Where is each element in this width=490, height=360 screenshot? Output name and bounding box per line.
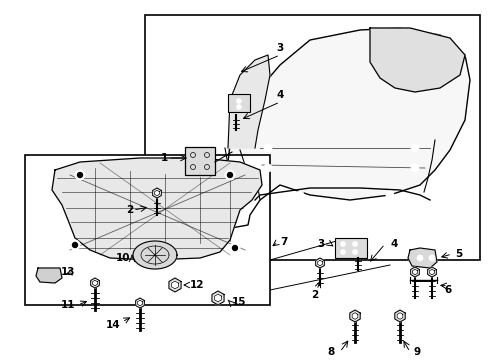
Bar — [228, 94, 250, 112]
Text: 12: 12 — [190, 280, 204, 290]
Circle shape — [225, 170, 235, 180]
Circle shape — [264, 164, 272, 172]
Circle shape — [429, 255, 435, 261]
Text: 7: 7 — [280, 237, 287, 247]
Circle shape — [70, 240, 80, 250]
Text: 2: 2 — [126, 205, 133, 215]
Circle shape — [397, 313, 403, 319]
Circle shape — [386, 191, 394, 199]
Polygon shape — [36, 268, 62, 283]
Circle shape — [429, 269, 435, 275]
Circle shape — [232, 246, 238, 251]
Text: 11: 11 — [60, 300, 75, 310]
Bar — [25, 155, 270, 305]
Circle shape — [92, 280, 98, 286]
Polygon shape — [228, 55, 270, 148]
Text: 9: 9 — [413, 347, 420, 357]
Bar — [145, 15, 480, 260]
Text: 8: 8 — [328, 347, 335, 357]
Polygon shape — [169, 278, 181, 292]
Text: 2: 2 — [311, 290, 318, 300]
Circle shape — [154, 190, 160, 196]
Polygon shape — [411, 267, 419, 277]
Circle shape — [214, 294, 222, 302]
Text: 15: 15 — [232, 297, 246, 307]
Polygon shape — [350, 310, 360, 322]
Bar — [185, 147, 215, 175]
Polygon shape — [316, 258, 324, 268]
Circle shape — [296, 191, 304, 199]
Circle shape — [237, 104, 242, 109]
Text: 6: 6 — [444, 285, 452, 295]
Polygon shape — [395, 310, 405, 322]
Circle shape — [227, 172, 232, 177]
Circle shape — [411, 144, 419, 152]
Polygon shape — [220, 28, 470, 230]
Circle shape — [237, 99, 242, 104]
Circle shape — [77, 172, 82, 177]
Circle shape — [412, 269, 418, 275]
Polygon shape — [408, 248, 437, 268]
Text: 10: 10 — [116, 253, 130, 263]
Circle shape — [317, 260, 323, 266]
Circle shape — [417, 255, 423, 261]
Circle shape — [73, 243, 77, 248]
Circle shape — [230, 243, 240, 253]
Circle shape — [171, 281, 179, 289]
Polygon shape — [52, 158, 262, 260]
Text: 3: 3 — [318, 239, 325, 249]
Polygon shape — [91, 278, 99, 288]
Circle shape — [352, 249, 358, 255]
Circle shape — [411, 164, 419, 172]
Circle shape — [137, 300, 143, 306]
Circle shape — [352, 313, 358, 319]
Circle shape — [264, 144, 272, 152]
Circle shape — [341, 242, 345, 247]
Polygon shape — [212, 291, 224, 305]
Text: 5: 5 — [455, 249, 462, 259]
Polygon shape — [428, 267, 436, 277]
Text: 13: 13 — [60, 267, 75, 277]
Polygon shape — [153, 188, 161, 198]
Polygon shape — [370, 28, 465, 92]
Polygon shape — [136, 298, 145, 308]
Polygon shape — [133, 241, 177, 269]
Text: 3: 3 — [276, 43, 284, 53]
Text: 14: 14 — [105, 320, 120, 330]
Circle shape — [341, 249, 345, 255]
Text: 4: 4 — [390, 239, 397, 249]
Circle shape — [75, 170, 85, 180]
Bar — [335, 238, 367, 258]
Text: 1: 1 — [161, 153, 168, 163]
Text: 4: 4 — [276, 90, 284, 100]
Circle shape — [352, 242, 358, 247]
